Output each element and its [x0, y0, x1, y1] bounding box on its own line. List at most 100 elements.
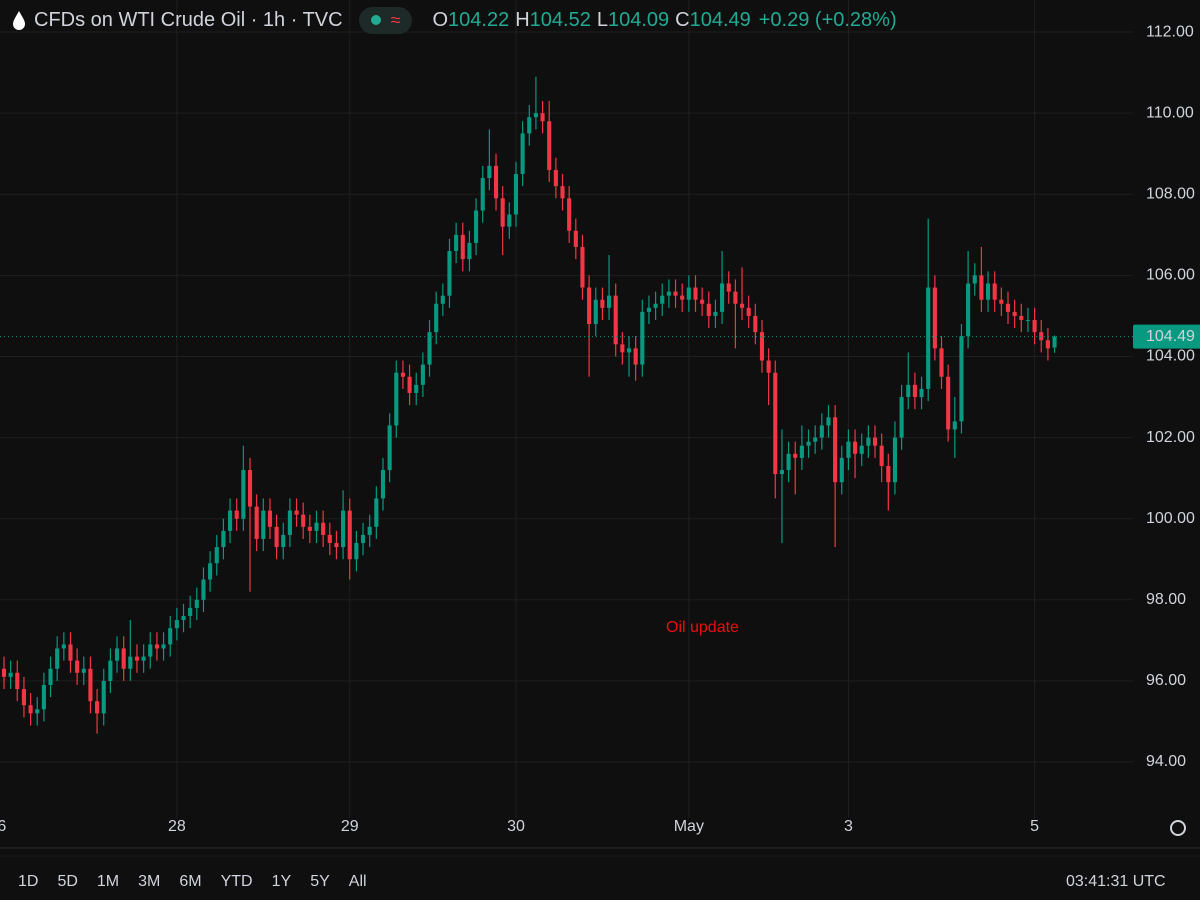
candle-body — [134, 656, 140, 661]
candle-body — [972, 275, 977, 284]
candle-body — [188, 607, 193, 617]
ohlc-value: 104.22 — [448, 8, 510, 31]
candle-body — [287, 510, 292, 535]
candle-body — [720, 283, 725, 312]
x-tick-label: 28 — [168, 818, 186, 835]
candle-body — [833, 417, 838, 483]
candle-body — [547, 121, 552, 170]
range-button[interactable]: 3M — [138, 873, 160, 890]
price-label-box — [1133, 324, 1200, 349]
candle-body — [48, 668, 53, 685]
candle-body — [214, 547, 219, 564]
candle-body — [1052, 336, 1057, 348]
candle-body — [613, 295, 618, 345]
candle-body — [1005, 303, 1011, 312]
candle-body — [793, 453, 798, 458]
candle-body — [866, 437, 871, 446]
candle-body — [128, 656, 133, 669]
candle-body — [813, 437, 818, 442]
candle-body — [15, 672, 20, 690]
ohlc-value: 104.49 — [689, 8, 751, 31]
candle-body — [380, 470, 386, 499]
candle-body — [41, 684, 46, 710]
candle-body — [420, 364, 425, 385]
candle-body — [400, 372, 405, 377]
candle-body — [55, 648, 60, 669]
candle-body — [992, 283, 997, 300]
candle-body — [573, 230, 578, 247]
range-button[interactable]: YTD — [221, 873, 253, 890]
candle-body — [753, 315, 758, 333]
candle-body — [75, 660, 80, 673]
candle-body — [520, 133, 525, 174]
candle-body — [859, 445, 864, 454]
status-dot — [370, 15, 381, 25]
candle-body — [1012, 311, 1017, 316]
candle-body — [1032, 319, 1037, 333]
candle-body — [181, 616, 186, 621]
range-button[interactable]: 1Y — [272, 873, 292, 890]
candle-body — [580, 246, 585, 288]
candle-body — [374, 498, 379, 527]
candle-body — [61, 644, 66, 649]
candle-body — [141, 656, 146, 661]
candle-body — [493, 165, 499, 199]
candle-body — [114, 648, 120, 661]
status-pill[interactable]: ≈ — [358, 6, 413, 34]
candle-body — [952, 421, 957, 430]
range-button[interactable]: 1M — [97, 873, 119, 890]
ohlc-label: H — [515, 8, 530, 31]
range-button[interactable]: 6M — [179, 873, 201, 890]
candle-body — [806, 441, 811, 446]
candle-body — [367, 526, 372, 535]
candle-body — [161, 644, 166, 649]
candle-body — [440, 295, 445, 304]
range-button[interactable]: 5D — [57, 873, 77, 890]
y-tick-label: 110.00 — [1146, 104, 1194, 121]
candle-body — [341, 510, 346, 548]
candle-body — [221, 530, 226, 548]
candle-body — [779, 470, 784, 475]
candle-body — [1045, 340, 1050, 349]
candle-body — [327, 534, 332, 544]
candle-body — [706, 303, 711, 316]
symbol-title[interactable]: CFDs on WTI Crude Oil · 1h · TVC — [34, 8, 343, 31]
ohlc-value: 104.52 — [529, 8, 591, 31]
settings-icon[interactable] — [1170, 820, 1186, 836]
candle-body — [912, 384, 917, 398]
candle-body — [926, 287, 931, 389]
candle-body — [1019, 315, 1024, 320]
candle-body — [700, 299, 705, 304]
range-button[interactable]: All — [349, 873, 367, 890]
ohlc-value: 104.09 — [607, 8, 670, 31]
candle-body — [713, 311, 718, 316]
candle-body — [480, 178, 485, 211]
candle-body — [234, 510, 239, 519]
candle-body — [434, 303, 439, 333]
candle-body — [686, 287, 691, 300]
candle-body — [759, 332, 765, 361]
clock[interactable]: 03:41:31 UTC — [1066, 873, 1166, 890]
candle-body — [966, 283, 971, 337]
candle-body — [35, 709, 40, 714]
candle-body — [626, 348, 632, 353]
range-button[interactable]: 1D — [18, 873, 38, 890]
candle-body — [314, 522, 319, 531]
candle-body — [680, 295, 685, 300]
x-tick-label: 26 — [0, 818, 6, 835]
candle-body — [819, 425, 824, 438]
candle-body — [773, 372, 778, 475]
annotation: Oil update — [666, 619, 739, 636]
range-button[interactable]: 5Y — [310, 873, 330, 890]
x-tick-label: 3 — [844, 818, 853, 835]
candle-body — [593, 299, 598, 325]
candle-body — [633, 348, 638, 365]
candle-body — [354, 543, 359, 560]
y-tick-label: 108.00 — [1146, 185, 1195, 202]
candle-body — [560, 186, 565, 199]
candle-body — [567, 198, 572, 231]
candle-body — [985, 283, 991, 300]
